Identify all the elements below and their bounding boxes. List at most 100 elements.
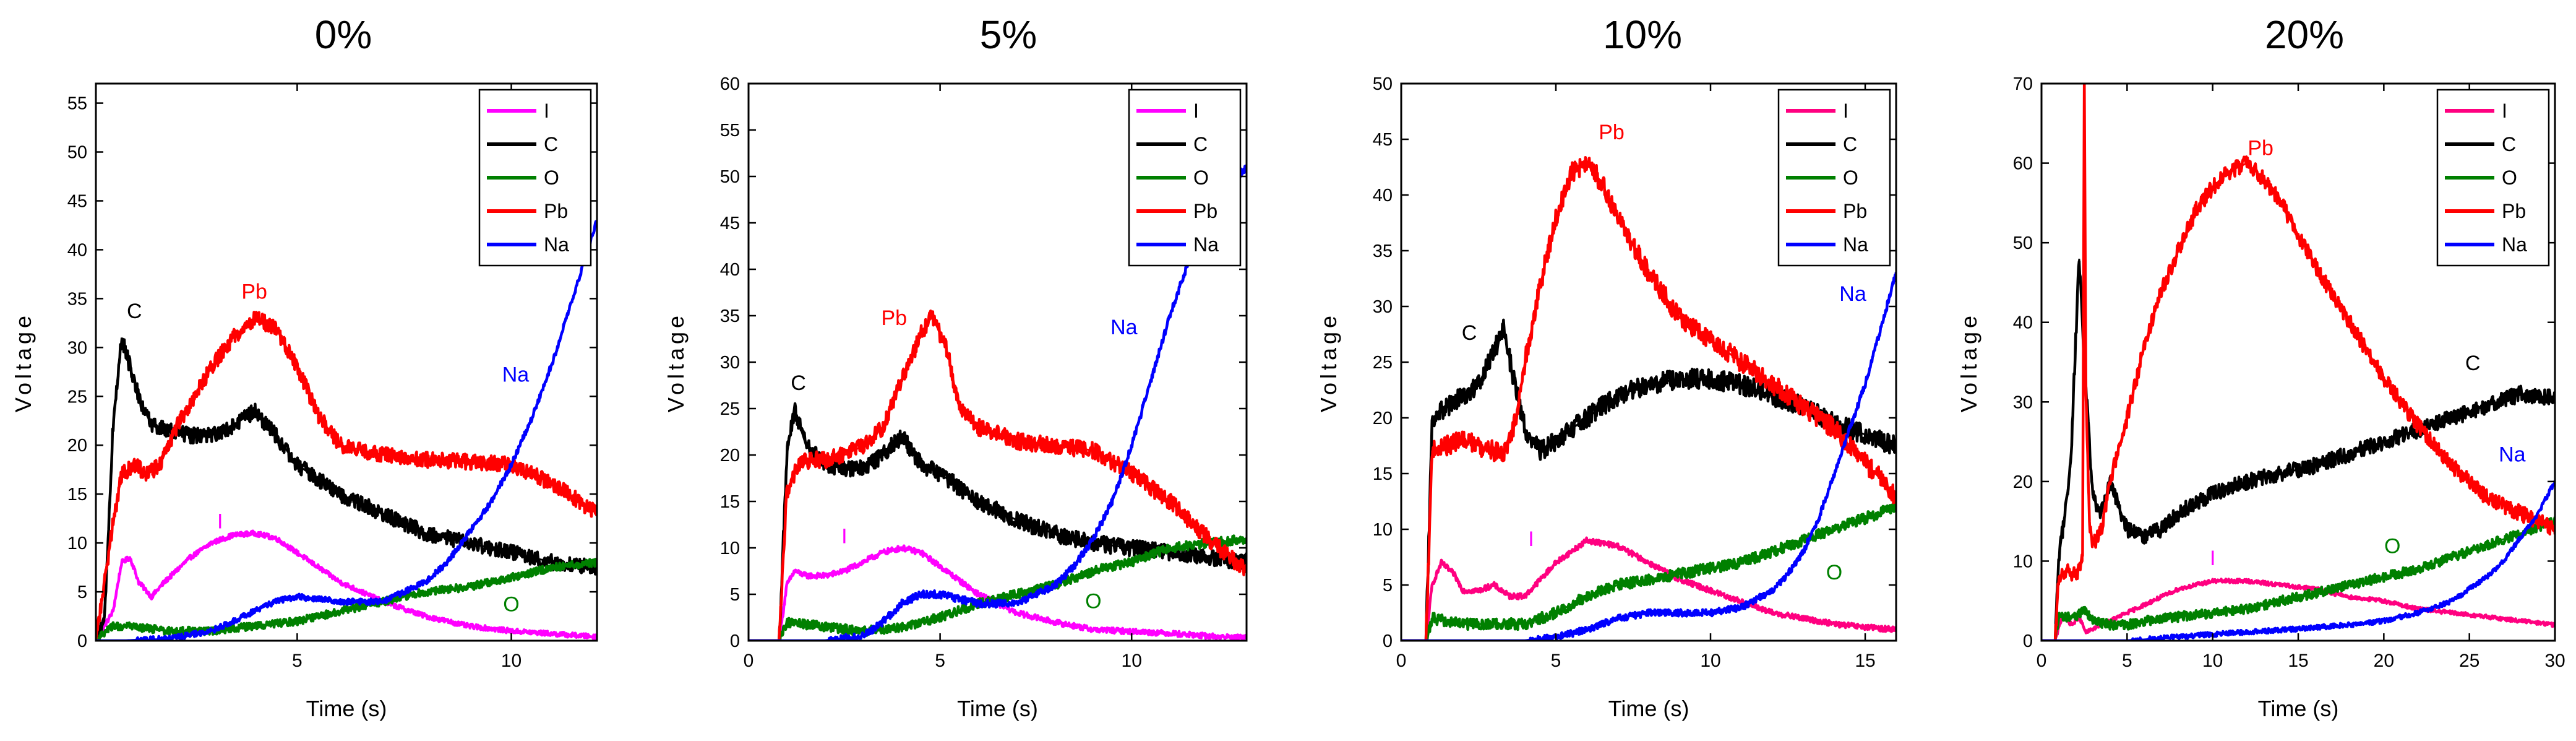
legend-label-I: I	[2502, 100, 2507, 122]
x-tick-label: 10	[1700, 651, 1720, 671]
x-tick-label: 0	[744, 651, 754, 671]
y-tick-label: 40	[720, 260, 740, 280]
y-tick-label: 10	[2013, 552, 2033, 571]
series-knots-Pb	[2041, 84, 2555, 641]
y-axis-label: Voltage	[1956, 312, 1981, 412]
annotation-C: C	[2465, 352, 2481, 375]
x-tick-label: 30	[2544, 651, 2565, 671]
legend-label-Pb: Pb	[1193, 200, 1217, 222]
y-tick-label: 10	[1373, 520, 1393, 540]
annotation-Na: Na	[502, 363, 530, 387]
y-tick-label: 0	[730, 631, 740, 651]
series-knots-Pb	[749, 313, 1247, 641]
y-tick-label: 55	[67, 94, 87, 114]
y-tick-label: 20	[2013, 472, 2033, 492]
series-knots-I	[96, 532, 597, 641]
series-knots-O	[2041, 520, 2555, 641]
y-axis-label: Voltage	[663, 312, 689, 412]
series-knots-Na	[2041, 481, 2555, 641]
x-tick-label: 15	[2288, 651, 2308, 671]
legend-label-C: C	[1843, 133, 1857, 155]
series-line-Pb	[749, 309, 1247, 641]
x-tick-label: 0	[1396, 651, 1407, 671]
series-line-O	[1401, 501, 1896, 641]
y-tick-label: 35	[1373, 241, 1393, 261]
series-line-I	[2041, 578, 2555, 641]
y-tick-label: 30	[67, 338, 87, 358]
x-tick-label: 10	[501, 651, 522, 671]
y-tick-label: 30	[2013, 392, 2033, 412]
legend-label-C: C	[2502, 133, 2516, 155]
y-tick-label: 20	[720, 446, 740, 466]
y-tick-label: 50	[67, 143, 87, 163]
annotation-O: O	[1826, 561, 1842, 584]
annotation-Na: Na	[1110, 316, 1138, 339]
chart-panel-1: 5% 0 5 10 15 20 25 30 35 40 45 50 55 60 0 5 10 Time (s) Vo…	[663, 12, 1248, 721]
y-tick-label: 10	[67, 534, 87, 553]
annotation-Pb: Pb	[1599, 121, 1625, 144]
y-tick-label: 35	[720, 306, 740, 326]
annotation-Na: Na	[1839, 282, 1866, 306]
legend-label-Na: Na	[1843, 233, 1868, 256]
y-tick-label: 15	[1373, 464, 1393, 484]
annotation-Pb: Pb	[241, 280, 267, 303]
series-knots-I	[749, 547, 1247, 641]
series-knots-Na	[749, 166, 1247, 641]
y-tick-label: 70	[2013, 74, 2033, 94]
x-tick-label: 0	[2037, 651, 2047, 671]
y-tick-label: 30	[1373, 297, 1393, 317]
annotation-I: I	[2210, 547, 2215, 570]
y-tick-label: 45	[67, 191, 87, 211]
x-tick-label: 5	[2122, 651, 2132, 671]
series-line-Pb	[1401, 155, 1896, 641]
annotation-Pb: Pb	[882, 306, 908, 330]
y-tick-label: 0	[77, 631, 87, 651]
annotation-I: I	[841, 525, 847, 548]
x-axis-label: Time (s)	[2258, 696, 2339, 721]
x-tick-label: 20	[2374, 651, 2394, 671]
y-tick-label: 50	[1373, 74, 1393, 94]
y-axis-label: Voltage	[1316, 312, 1341, 412]
y-axis-label: Voltage	[11, 312, 36, 412]
legend-label-Na: Na	[2502, 233, 2527, 256]
series-line-O	[749, 534, 1247, 641]
annotation-I: I	[1528, 527, 1534, 551]
legend-label-I: I	[1193, 100, 1199, 122]
legend-label-Na: Na	[1193, 233, 1219, 256]
y-tick-label: 30	[720, 353, 740, 373]
series-line-Pb	[96, 310, 597, 641]
x-tick-label: 25	[2459, 651, 2479, 671]
series-knots-Pb	[1401, 160, 1896, 641]
x-tick-label: 5	[292, 651, 303, 671]
y-tick-label: 20	[1373, 409, 1393, 428]
series-line-O	[2041, 516, 2555, 641]
y-tick-label: 0	[2023, 631, 2033, 651]
y-tick-label: 40	[2013, 313, 2033, 333]
legend-label-I: I	[544, 100, 549, 122]
series-knots-C	[749, 408, 1247, 641]
legend-label-C: C	[544, 133, 558, 155]
y-tick-label: 25	[1373, 353, 1393, 373]
chart-title: 5%	[980, 12, 1037, 57]
y-tick-label: 60	[2013, 154, 2033, 174]
legend-label-Na: Na	[544, 233, 569, 256]
annotation-C: C	[1462, 321, 1477, 345]
series-knots-O	[96, 561, 597, 641]
series-knots-Na	[96, 220, 597, 641]
plot-frame	[95, 82, 598, 642]
y-tick-label: 60	[720, 74, 740, 94]
y-tick-label: 50	[2013, 233, 2033, 253]
x-axis-label: Time (s)	[306, 696, 387, 721]
chart-panel-2: 10% 0 5 10 15 20 25 30 35 40 45 50 0 5 10 15 Time (s) Vol…	[1316, 12, 1897, 721]
y-tick-label: 35	[67, 289, 87, 309]
y-tick-label: 40	[67, 240, 87, 260]
chart-panel-3: 20% 0 10 20 30 40 50 60 70 0 5 10 15 20 25 30 Time (s) Vo…	[1956, 12, 2565, 721]
y-tick-label: 45	[1373, 130, 1393, 150]
series-knots-C	[96, 337, 597, 641]
x-tick-label: 15	[1855, 651, 1875, 671]
legend-label-C: C	[1193, 133, 1208, 155]
legend-label-Pb: Pb	[544, 200, 568, 222]
legend-label-Pb: Pb	[1843, 200, 1867, 222]
y-tick-label: 20	[67, 436, 87, 456]
